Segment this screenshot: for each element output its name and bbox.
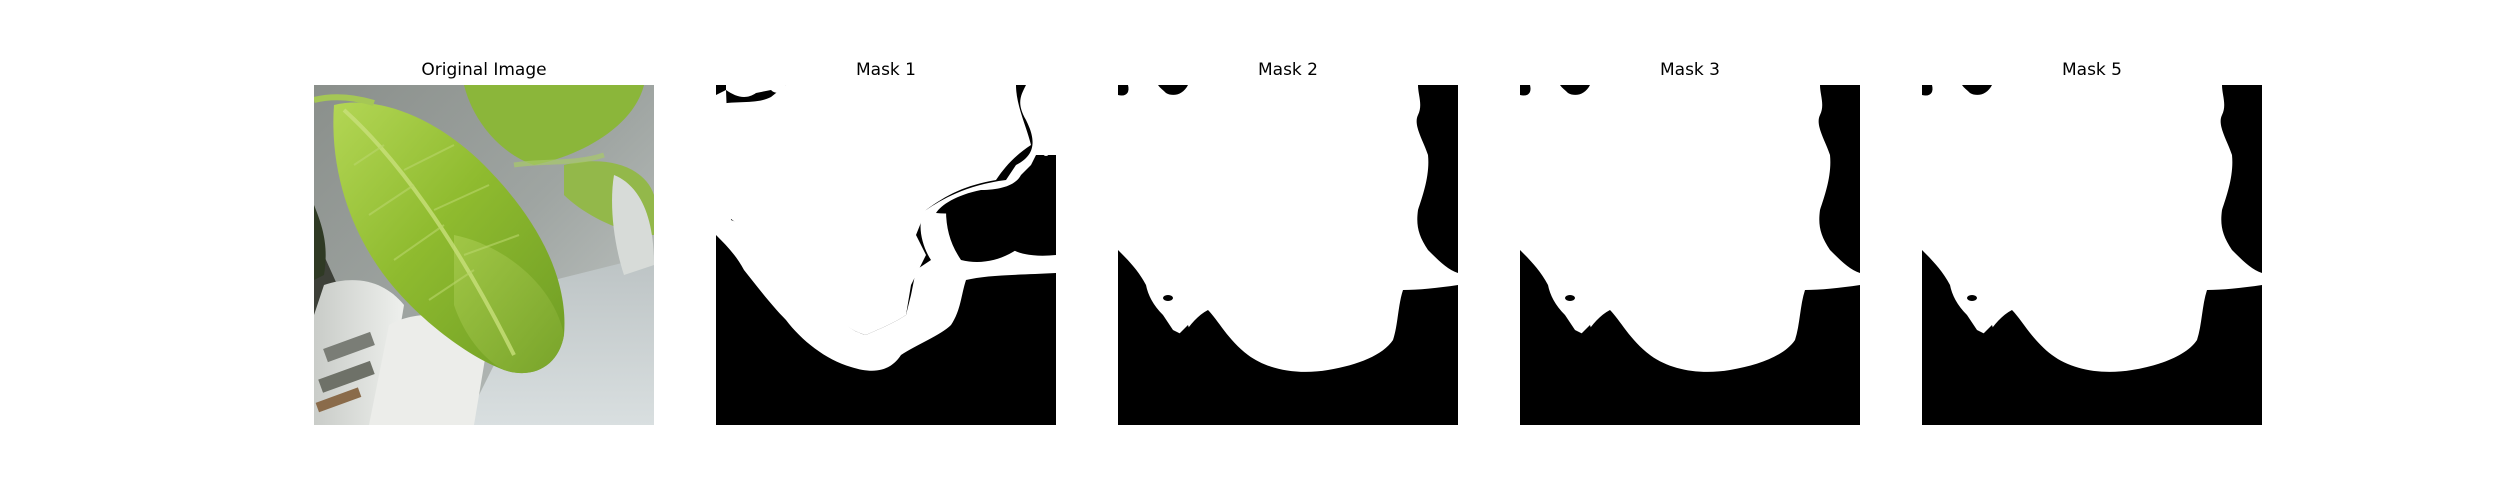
panel-mask-5: Mask 5 <box>1922 55 2262 425</box>
panel-mask-2: Mask 2 <box>1118 55 1458 425</box>
original-image <box>314 85 654 425</box>
panel-title: Mask 3 <box>1659 60 1720 80</box>
panel-original-image: Original Image <box>314 55 654 425</box>
panel-title: Mask 5 <box>2061 60 2122 80</box>
panel-title: Original Image <box>421 60 547 80</box>
mask-2-image <box>1118 85 1458 425</box>
mask-3-image <box>1520 85 1860 425</box>
mask-1-image <box>716 85 1056 425</box>
panel-title: Mask 2 <box>1257 60 1318 80</box>
panel-mask-3: Mask 3 <box>1520 55 1860 425</box>
panel-title: Mask 1 <box>855 60 916 80</box>
mask-5-image <box>1922 85 2262 425</box>
panel-mask-1: Mask 1 <box>716 55 1056 425</box>
